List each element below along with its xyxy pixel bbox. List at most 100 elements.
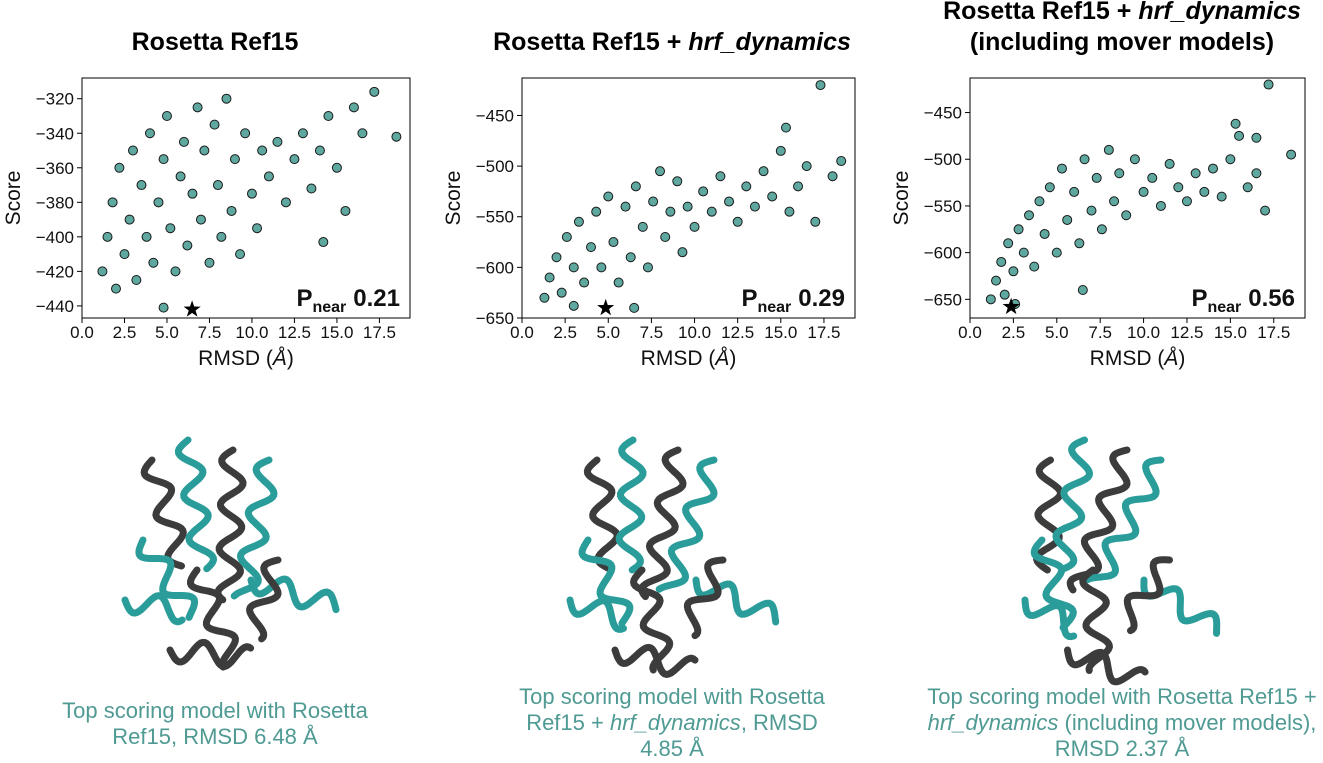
y-tick-label: −450 (924, 104, 962, 123)
point (630, 303, 639, 312)
x-tick-label: 15.0 (1214, 323, 1247, 342)
x-tick-label: 7.5 (640, 323, 664, 342)
point (154, 198, 163, 207)
point (785, 207, 794, 216)
point (545, 273, 554, 282)
point (324, 111, 333, 120)
x-tick-label: 15.0 (320, 323, 353, 342)
x-tick-label: 17.5 (1257, 323, 1290, 342)
point (1156, 201, 1165, 210)
y-axis-label: Score (2, 171, 25, 226)
y-tick-label: −380 (36, 193, 74, 212)
p-near-label: P (296, 285, 312, 312)
x-tick-label: 15.0 (764, 323, 797, 342)
point (281, 198, 290, 207)
point (794, 182, 803, 191)
point (298, 129, 307, 138)
point (716, 172, 725, 181)
chart: 0.02.55.07.510.012.515.017.5−650−600−550… (890, 78, 1305, 370)
point (349, 103, 358, 112)
p-near-subscript: near (757, 299, 791, 316)
point (828, 172, 837, 181)
x-axis-label: RMSD (Å) (1090, 347, 1186, 370)
point (1148, 173, 1157, 182)
point (162, 111, 171, 120)
point (145, 129, 154, 138)
x-tick-label: 7.5 (198, 323, 222, 342)
x-tick-label: 10.0 (235, 323, 268, 342)
title-part: hrf_dynamics (1138, 0, 1301, 25)
point (1235, 131, 1244, 140)
point (574, 217, 583, 226)
point (1165, 159, 1174, 168)
point (580, 278, 589, 287)
point (179, 137, 188, 146)
point (1261, 206, 1270, 215)
helix (642, 450, 683, 597)
x-axis-label-part: RMSD ( (1090, 347, 1165, 370)
point (683, 202, 692, 211)
y-axis-label: Score (890, 171, 913, 226)
point (643, 263, 652, 272)
point (1087, 206, 1096, 215)
point (1070, 187, 1079, 196)
page: 0.02.55.07.510.012.515.017.5−440−420−400… (0, 0, 1323, 763)
point (98, 267, 107, 276)
point (307, 184, 316, 193)
point (193, 103, 202, 112)
point (1226, 155, 1235, 164)
point (159, 155, 168, 164)
y-axis-label: Score (442, 171, 465, 226)
point (592, 207, 601, 216)
chart-title: Rosetta Ref15 + hrf_dynamics (including … (922, 0, 1322, 58)
y-tick-label: −360 (36, 159, 74, 178)
point (673, 177, 682, 186)
y-tick-label: −320 (36, 90, 74, 109)
point (604, 192, 613, 201)
caption: Top scoring model with Rosetta Ref15 + h… (917, 684, 1323, 762)
x-axis-label: RMSD (Å) (198, 347, 294, 370)
x-axis-label-part: RMSD ( (198, 347, 273, 370)
point (188, 189, 197, 198)
point (666, 207, 675, 216)
point (1252, 169, 1261, 178)
point (725, 197, 734, 206)
point (1264, 80, 1273, 89)
x-tick-label: 12.5 (1170, 323, 1203, 342)
point (562, 232, 571, 241)
helix (587, 460, 617, 569)
point (1075, 239, 1084, 248)
point (997, 257, 1006, 266)
point (125, 215, 134, 224)
point (811, 217, 820, 226)
y-tick-label: −650 (924, 290, 962, 309)
point (1057, 164, 1066, 173)
y-tick-label: −550 (476, 208, 514, 227)
title-part: (including mover models) (970, 28, 1274, 56)
point (222, 94, 231, 103)
p-near-value: 0.21 (353, 285, 400, 312)
x-axis-label-part: ) (1178, 347, 1185, 370)
x-axis-label-part: RMSD ( (641, 347, 716, 370)
title-part: Rosetta Ref15 + (493, 28, 688, 56)
protein-illustration (1025, 440, 1217, 682)
x-tick-label: 10.0 (1127, 323, 1160, 342)
x-tick-label: 12.5 (278, 323, 311, 342)
point (557, 288, 566, 297)
helix (218, 450, 243, 600)
chart: 0.02.55.07.510.012.515.017.5−650−600−550… (442, 78, 855, 370)
point (290, 155, 299, 164)
point (626, 253, 635, 262)
point (816, 81, 825, 90)
point (1063, 215, 1072, 224)
point (733, 217, 742, 226)
helix (1068, 650, 1146, 682)
y-tick-label: −500 (924, 150, 962, 169)
point (699, 187, 708, 196)
y-tick-label: −440 (36, 297, 74, 316)
point (370, 87, 379, 96)
best-model-star (184, 300, 201, 316)
point (678, 248, 687, 257)
point (638, 222, 647, 231)
point (115, 163, 124, 172)
